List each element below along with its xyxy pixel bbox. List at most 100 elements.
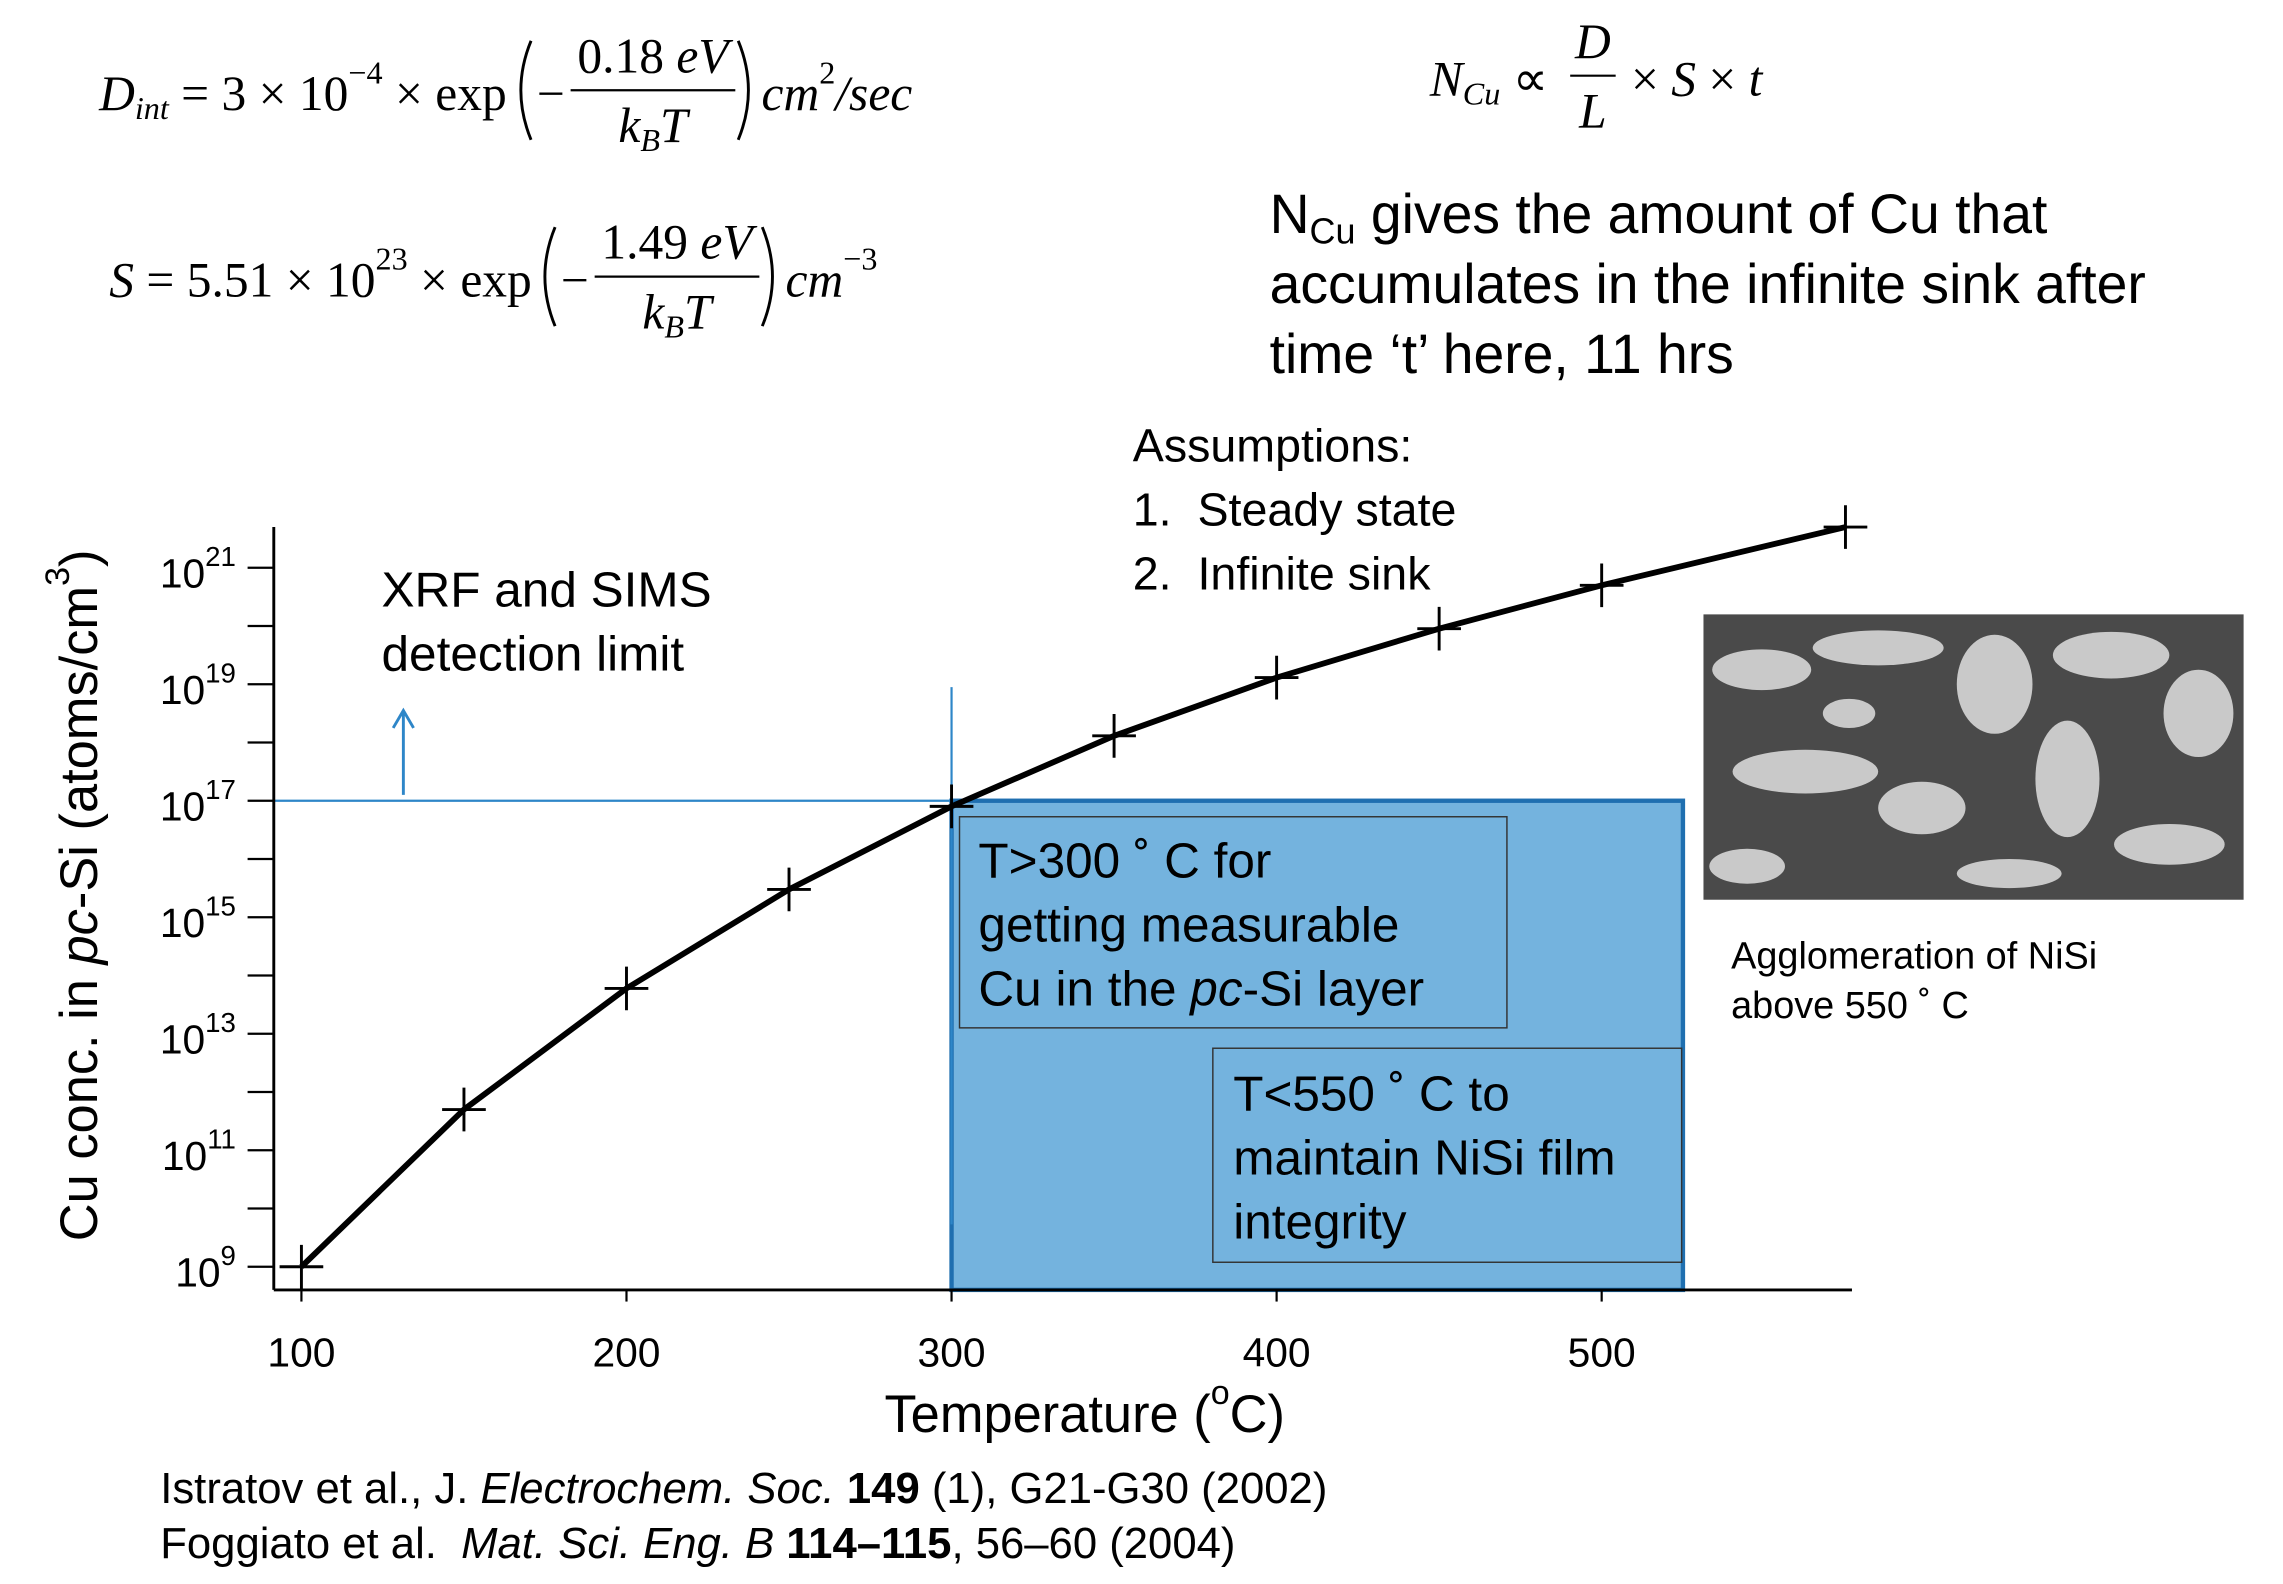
text-segment: time ‘t’ here, 11 hrs (1270, 323, 1734, 385)
text-segment: × (1619, 51, 1672, 106)
y-tick-label: 1017 (160, 774, 236, 830)
text-segment: − (561, 252, 589, 307)
text-segment: eV (700, 214, 757, 269)
text-segment: 1.49 (601, 214, 700, 269)
text-segment: − (537, 66, 565, 121)
text-segment: × exp (383, 66, 507, 121)
text-line: Agglomeration of NiSi (1731, 936, 2097, 978)
text-segment: -Si layer (1243, 961, 1425, 1016)
text-segment: Cu (1463, 75, 1501, 111)
x-tick-label: 500 (1568, 1330, 1636, 1376)
text-segment: (1), G21-G30 (2002) (920, 1463, 1328, 1512)
text-segment: 23 (375, 241, 407, 277)
text-segment: T>300 ˚ C for (978, 833, 1271, 888)
text-segment: 2. Infinite sink (1133, 548, 1431, 600)
text-segment: 1. Steady state (1133, 484, 1457, 536)
y-tick-label: 109 (175, 1240, 236, 1296)
text-segment: /sec (832, 66, 912, 121)
text-segment: accumulates in the infinite sink after (1270, 253, 2146, 315)
content: XRF and SIMS detection limit T>300 ˚ C for… (39, 13, 2146, 1567)
text-segment: Assumptions: (1133, 420, 1413, 472)
equation-part: − (537, 66, 565, 121)
equation-part: Dint = 3 × 10−4 × exp (98, 54, 507, 126)
equation-part: NCu ∝ (1429, 51, 1561, 111)
arrow (391, 707, 415, 795)
text-line: Cu in the pc-Si layer (978, 961, 1424, 1016)
y-tick-base: 10 (160, 900, 205, 946)
text-segment: S (109, 252, 134, 307)
equation-part: − (561, 252, 589, 307)
text-line: integrity (1233, 1194, 1407, 1249)
data-line (299, 524, 1847, 1269)
paren (736, 40, 750, 141)
text-segment (774, 1519, 786, 1568)
text-segment: D (1574, 13, 1611, 68)
grain (2114, 824, 2225, 865)
grain (1878, 781, 1966, 835)
text-segment: × exp (408, 252, 532, 307)
equation-part: 0.18 eV (577, 28, 733, 83)
annotation-box (1212, 1047, 1683, 1263)
text-segment: L (1578, 83, 1607, 138)
text-line: Foggiato et al. Mat. Sci. Eng. B 114–115… (160, 1519, 1235, 1568)
y-tick-base: 10 (160, 667, 205, 713)
equation-part: D (1574, 13, 1611, 68)
text-line: detection limit (382, 626, 685, 681)
text-segment: = 5.51 × 10 (134, 252, 375, 307)
y-tick-exponent: 9 (221, 1240, 236, 1271)
text-line: 1. Steady state (1133, 484, 1457, 536)
text-line: 2. Infinite sink (1133, 548, 1431, 600)
text-segment (835, 1463, 847, 1512)
text-segment: Electrochem. Soc. (481, 1463, 835, 1512)
text-line: NCu gives the amount of Cu that (1270, 183, 2048, 251)
x-tick-label: 200 (592, 1330, 660, 1376)
text-segment: gives the amount of Cu that (1356, 183, 2048, 245)
text-segment: -Si (atoms/cm (51, 586, 109, 909)
equation-part: 1.49 eV (601, 214, 757, 269)
text-segment: 3 (39, 567, 77, 586)
text-line: Assumptions: (1133, 420, 1413, 472)
text-segment: S (1671, 51, 1696, 106)
data-point (1254, 655, 1299, 700)
text-segment: pc (51, 909, 109, 966)
text-segment: int (135, 90, 170, 126)
text-segment: × (1696, 51, 1749, 106)
text-segment: above 550 ˚ C (1731, 985, 1969, 1027)
text-segment: Mat. Sci. Eng. B (461, 1519, 774, 1568)
text-segment: detection limit (382, 626, 685, 681)
text-segment: o (1211, 1374, 1230, 1412)
text-segment: = 3 × 10 (169, 66, 349, 121)
text-segment: N (1429, 51, 1466, 106)
equation-part: cm−3 (786, 241, 878, 307)
y-tick-label: 1013 (160, 1007, 236, 1063)
y-tick-label: 1021 (160, 541, 236, 597)
text-segment: Cu in the (978, 961, 1190, 1016)
grain (1956, 858, 2062, 889)
text-segment: −3 (843, 241, 877, 277)
text-segment: k (642, 284, 665, 339)
data-point (604, 966, 649, 1011)
data-point (442, 1087, 486, 1132)
text-segment: −4 (348, 54, 382, 90)
y-axis-label: Cu conc. in pc-Si (atoms/cm3) (39, 550, 109, 1242)
equation-part: S = 5.51 × 1023 × exp (109, 241, 532, 307)
text-line: above 550 ˚ C (1731, 985, 1969, 1027)
grain (1822, 698, 1876, 728)
text-segment: T (660, 98, 691, 153)
text-segment: Istratov et al., J. (160, 1463, 480, 1512)
data-point (929, 784, 974, 829)
text-segment: Cu (1310, 210, 1356, 251)
text-segment: N (1270, 183, 1310, 245)
y-tick-exponent: 21 (205, 541, 236, 572)
text-segment: Agglomeration of NiSi (1731, 936, 2097, 978)
x-tick-label: 100 (267, 1330, 335, 1376)
text-segment: Foggiato et al. (160, 1519, 461, 1568)
equation-part: kBT (618, 98, 691, 158)
text-segment: 149 (847, 1463, 920, 1512)
grain (1732, 749, 1879, 794)
grain (2052, 631, 2170, 679)
y-tick-base: 10 (162, 1133, 207, 1179)
text-segment: B (640, 122, 660, 158)
text-segment: T (684, 284, 715, 339)
grain (1709, 848, 1785, 884)
